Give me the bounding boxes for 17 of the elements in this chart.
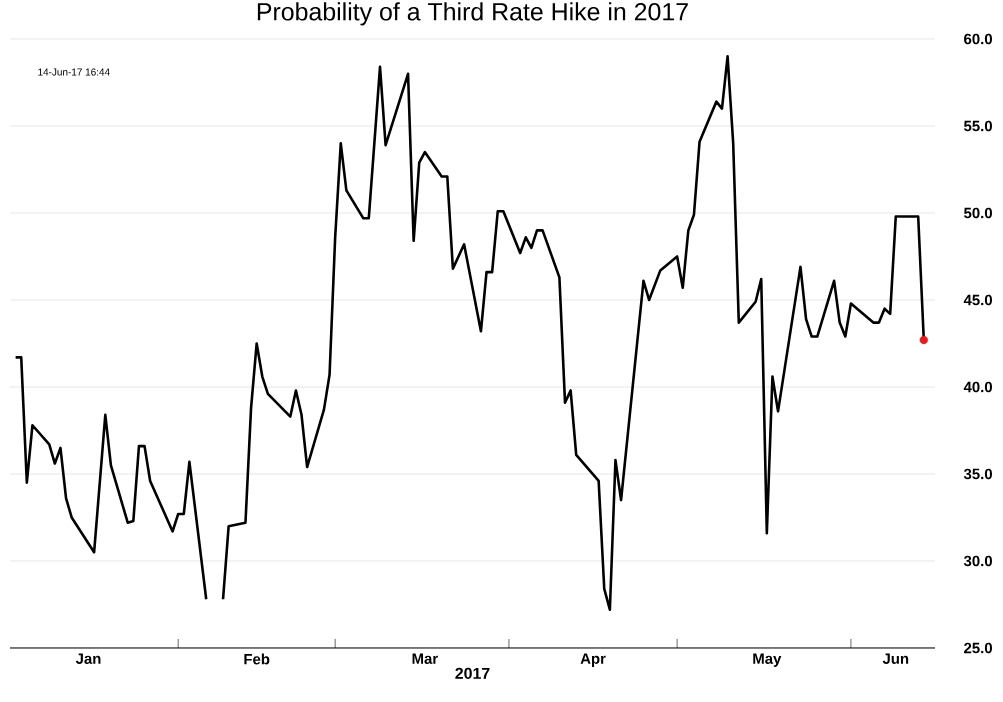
y-tick-label: 35.0 (963, 468, 992, 480)
y-tick-label: 55.0 (963, 120, 992, 132)
y-tick-label: 30.0 (963, 555, 992, 567)
x-tick-label: Jan (75, 653, 101, 664)
y-tick-label: 45.0 (963, 294, 992, 306)
chart-title: Probability of a Third Rate Hike in 2017 (257, 2, 688, 26)
x-tick-label: Mar (412, 653, 438, 664)
x-tick-label: Feb (244, 653, 270, 665)
y-tick-label: 50.0 (963, 207, 992, 219)
x-tick-label: May (753, 653, 782, 667)
x-tick-label: Apr (580, 653, 606, 667)
y-tick-label: 40.0 (963, 381, 992, 393)
y-tick-label: 60.0 (964, 33, 992, 45)
x-axis-title: 2017 (455, 667, 490, 680)
annotation: 14-Jun-17 16:44 (38, 68, 110, 76)
y-tick-label: 25.0 (964, 642, 992, 654)
x-tick-label: Jun (882, 653, 909, 664)
